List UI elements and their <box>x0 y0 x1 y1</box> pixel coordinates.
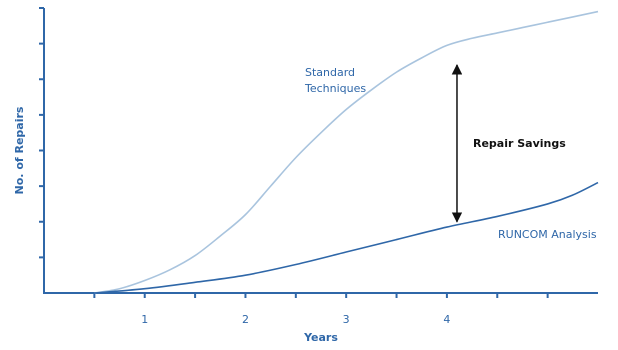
series-label: Standard <box>305 66 355 79</box>
x-tick-label: 2 <box>242 313 249 326</box>
series-lines: Standard Techniques RUNCOM Analysis <box>94 10 599 294</box>
y-axis-title: No. of Repairs <box>13 106 26 194</box>
series-line-standard-techniques <box>94 10 599 294</box>
x-tick-label: 3 <box>343 313 350 326</box>
axes: 1 2 3 4 <box>39 7 598 326</box>
x-tick-label: 4 <box>443 313 450 326</box>
x-tick-label: 1 <box>141 313 148 326</box>
annotations: Repair Savings <box>451 63 566 223</box>
series-line-runcom-analysis <box>94 181 599 294</box>
x-axis-title: Years <box>303 331 338 344</box>
repair-savings-label: Repair Savings <box>473 137 566 150</box>
series-label: RUNCOM Analysis <box>498 228 597 241</box>
series-label: Techniques <box>304 82 366 95</box>
